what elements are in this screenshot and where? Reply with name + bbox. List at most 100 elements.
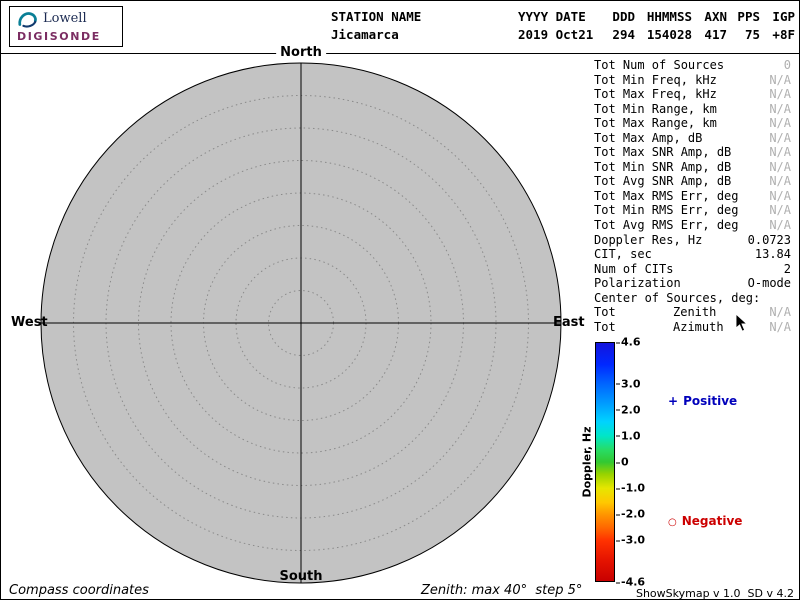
info-row-label: Tot Max Freq, kHz	[594, 87, 717, 102]
colorbar-tick-label: 3.0	[616, 377, 641, 391]
logo-digisonde-text: DIGISONDE	[17, 30, 101, 43]
negative-legend: ○ Negative	[668, 514, 742, 528]
info-row-value: N/A	[769, 101, 791, 116]
circle-marker-icon: ○	[668, 517, 677, 528]
colorbar	[595, 342, 615, 582]
compass-label-east: East	[553, 315, 585, 330]
colorbar-tick-label: 2.0	[616, 403, 641, 417]
header-column-label: HHMMSS	[646, 9, 692, 24]
info-row-value: 0	[783, 58, 791, 72]
header-column: STATION NAME Jicamarca	[331, 8, 511, 44]
info-row: Tot Num of Sources 0	[594, 58, 791, 73]
center-row-value: N/A	[769, 319, 791, 334]
info-row: Tot Min Range, km N/A	[594, 102, 791, 117]
footer-version-text: ShowSkymap v 1.0 SD v 4.2	[635, 587, 794, 600]
plus-marker-icon: +	[668, 394, 679, 408]
info-row: CIT, sec 13.84	[594, 247, 791, 262]
header-column-label: AXN	[704, 9, 727, 24]
info-rows: Tot Num of Sources 0 Tot Min Freq, kHz N/A T…	[594, 58, 791, 291]
colorbar-tick-label: 4.6	[616, 335, 641, 349]
center-of-sources-row: Tot Zenith N/A	[594, 305, 791, 320]
info-row: Tot Max Freq, kHz N/A	[594, 87, 791, 102]
info-row-value: N/A	[769, 145, 791, 160]
header-column-value: +8F	[772, 27, 795, 42]
info-row-label: Tot Max SNR Amp, dB	[594, 145, 732, 160]
header-column-value: 75	[744, 27, 760, 42]
mouse-cursor-icon	[735, 313, 749, 332]
info-row: Tot Max SNR Amp, dB N/A	[594, 145, 791, 160]
center-of-sources-rows: Tot Zenith N/A Tot Azimuth N/A	[594, 305, 791, 334]
info-row-label: Polarization	[594, 276, 681, 291]
info-row-value: N/A	[769, 116, 791, 131]
header-column-value: Jicamarca	[331, 27, 399, 42]
header-column-label: DDD	[612, 9, 635, 24]
header-column-label: PPS	[737, 9, 760, 24]
header-column: HHMMSS 154028	[642, 8, 692, 44]
info-row-value: N/A	[769, 72, 791, 87]
header-column-label: YYYY DATE	[518, 9, 586, 24]
compass-label-west: West	[11, 315, 48, 330]
header-column-value: 417	[704, 27, 727, 42]
header-column-value: 2019 Oct21	[518, 27, 594, 42]
colorbar-tick-label: 0	[616, 455, 629, 469]
header-table: STATION NAME Jicamarca YYYY DATE 2019 Oct21…	[331, 8, 795, 44]
info-row-label: Tot Max Range, km	[594, 116, 717, 131]
center-row-label: Tot	[594, 305, 616, 320]
info-row-label: Tot Min RMS Err, deg	[594, 203, 739, 218]
header-column-value: 294	[612, 27, 635, 42]
compass-label-south: South	[279, 569, 323, 584]
header-column: DDD 294	[609, 8, 635, 44]
info-row-label: Tot Avg SNR Amp, dB	[594, 174, 732, 189]
info-row: Doppler Res, Hz 0.0723	[594, 233, 791, 248]
positive-legend: + Positive	[668, 394, 737, 408]
info-row-value: 2	[783, 261, 791, 276]
center-row-sublabel: Azimuth	[673, 319, 724, 334]
info-row-label: Tot Max RMS Err, deg	[594, 188, 739, 203]
center-row-sublabel: Zenith	[673, 305, 717, 320]
footer-compass-note: Compass coordinates	[9, 583, 149, 598]
colorbar-tick-label: 1.0	[616, 429, 641, 443]
center-of-sources-header: Center of Sources, deg:	[594, 290, 761, 305]
colorbar-tick-label: -3.0	[615, 533, 646, 547]
info-row: Polarization O-mode	[594, 276, 791, 291]
center-of-sources-row: Tot Azimuth N/A	[594, 320, 791, 335]
info-row-value: 13.84	[754, 247, 791, 262]
header-column-label: STATION NAME	[331, 9, 422, 24]
header-column-value: 154028	[646, 27, 692, 42]
lowell-swoosh-icon	[18, 12, 37, 28]
info-row: Tot Min RMS Err, deg N/A	[594, 203, 791, 218]
info-row-label: Tot Min SNR Amp, dB	[594, 159, 732, 174]
info-row-value: N/A	[769, 174, 791, 189]
info-row: Tot Max Amp, dB N/A	[594, 131, 791, 146]
header-column: AXN 417	[699, 8, 727, 44]
header-column: PPS 75	[734, 8, 760, 44]
info-row: Tot Min Freq, kHz N/A	[594, 73, 791, 88]
info-row-label: CIT, sec	[594, 247, 652, 262]
colorbar-tick-label: -1.0	[615, 481, 646, 495]
header-column: YYYY DATE 2019 Oct21	[518, 8, 602, 44]
info-row: Tot Min SNR Amp, dB N/A	[594, 160, 791, 175]
header-column-label: IGP	[772, 9, 795, 24]
info-row-label: Tot Num of Sources	[594, 58, 725, 72]
info-row: Tot Avg RMS Err, deg N/A	[594, 218, 791, 233]
positive-legend-label: Positive	[683, 394, 738, 408]
info-row-label: Tot Min Freq, kHz	[594, 72, 717, 87]
info-row-value: O-mode	[747, 276, 791, 291]
compass-label-north: North	[276, 45, 326, 60]
info-row-label: Tot Min Range, km	[594, 101, 717, 116]
info-row-value: N/A	[769, 218, 791, 233]
info-row-label: Tot Max Amp, dB	[594, 130, 703, 145]
info-row-value: N/A	[769, 87, 791, 102]
center-row-value: N/A	[769, 305, 791, 320]
footer-zenith-note: Zenith: max 40° step 5°	[421, 583, 583, 598]
colorbar-ticks: 4.6 3.0 2.0 1.0 0 -1.0 -2.0 -3.0 -4.6	[615, 336, 661, 589]
info-row: Tot Max Range, km N/A	[594, 116, 791, 131]
info-row-value: N/A	[769, 188, 791, 203]
logo-lowell-text: Lowell	[43, 11, 87, 26]
info-row: Tot Max RMS Err, deg N/A	[594, 189, 791, 204]
header-column: IGP +8F	[767, 8, 795, 44]
header-separator-line	[1, 53, 799, 54]
colorbar-tick-label: -2.0	[615, 507, 646, 521]
